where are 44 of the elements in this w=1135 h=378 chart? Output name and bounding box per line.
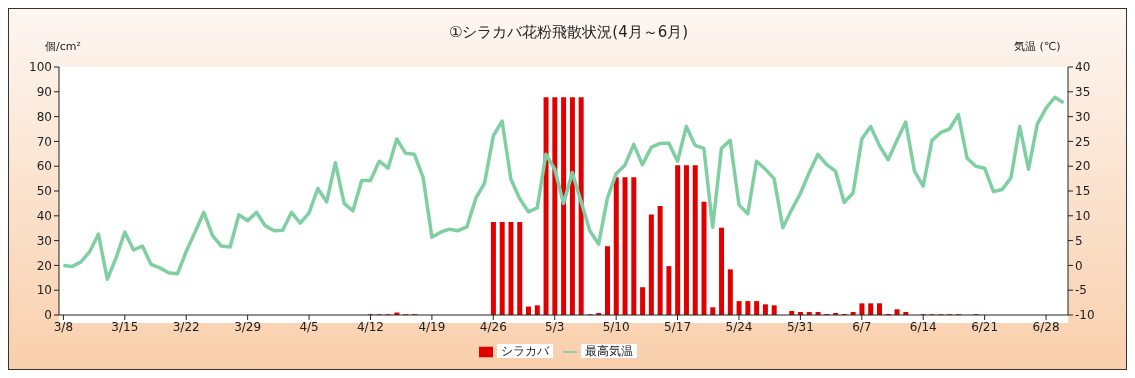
y-tick-label: 100 (29, 60, 52, 75)
x-tick-label: 4/5 (299, 319, 319, 334)
x-tick-label: 4/19 (418, 319, 446, 334)
y-tick-label: 10 (36, 283, 52, 298)
y-tick-label: 20 (36, 258, 52, 273)
y2-tick-label: -5 (1075, 283, 1087, 298)
y-tick-label: 40 (36, 209, 52, 224)
x-tick-label: 5/10 (602, 319, 630, 334)
y2-tick-label: 20 (1075, 159, 1091, 174)
legend-label: シラカバ (496, 344, 553, 358)
y-tick-label: 80 (36, 109, 52, 124)
y-tick-label: 30 (36, 233, 52, 248)
y2-tick-label: 0 (1075, 258, 1083, 273)
y-axis-title: 個/cm² (45, 39, 81, 54)
x-tick-label: 5/31 (786, 319, 814, 334)
y2-axis-title: 気温 (℃) (1014, 39, 1061, 54)
x-tick-label: 4/12 (357, 319, 384, 334)
x-tick-label: 3/8 (53, 319, 74, 334)
y2-tick-label: 40 (1075, 60, 1091, 75)
x-tick-label: 6/14 (909, 319, 937, 334)
x-tick-label: 4/26 (479, 319, 507, 334)
x-tick-label: 3/22 (172, 319, 200, 334)
x-tick-label: 5/24 (725, 319, 753, 334)
y2-tick-label: 25 (1075, 134, 1091, 149)
y2-tick-label: 5 (1075, 233, 1083, 248)
y2-tick-label: 35 (1075, 85, 1091, 100)
x-tick-label: 6/21 (971, 319, 999, 334)
legend-label: 最高気温 (580, 344, 637, 358)
x-tick-label: 6/7 (852, 319, 872, 334)
x-tick-label: 3/15 (111, 319, 139, 334)
x-tick-label: 5/3 (545, 319, 565, 334)
y-tick-label: 90 (36, 85, 52, 100)
y2-tick-label: 30 (1075, 109, 1091, 124)
y-tick-label: 50 (36, 184, 52, 199)
y2-tick-label: -10 (1075, 308, 1095, 323)
chart-title: ①シラカバ花粉飛散状況(4月～6月) (448, 23, 689, 41)
x-tick-label: 6/28 (1032, 319, 1060, 334)
y-tick-label: 0 (44, 308, 52, 323)
y2-tick-label: 15 (1075, 184, 1091, 199)
y-tick-label: 60 (36, 159, 52, 174)
y2-tick-label: 10 (1075, 209, 1091, 224)
x-tick-label: 3/29 (234, 319, 262, 334)
x-tick-label: 5/17 (664, 319, 692, 334)
y-tick-label: 70 (36, 134, 52, 149)
